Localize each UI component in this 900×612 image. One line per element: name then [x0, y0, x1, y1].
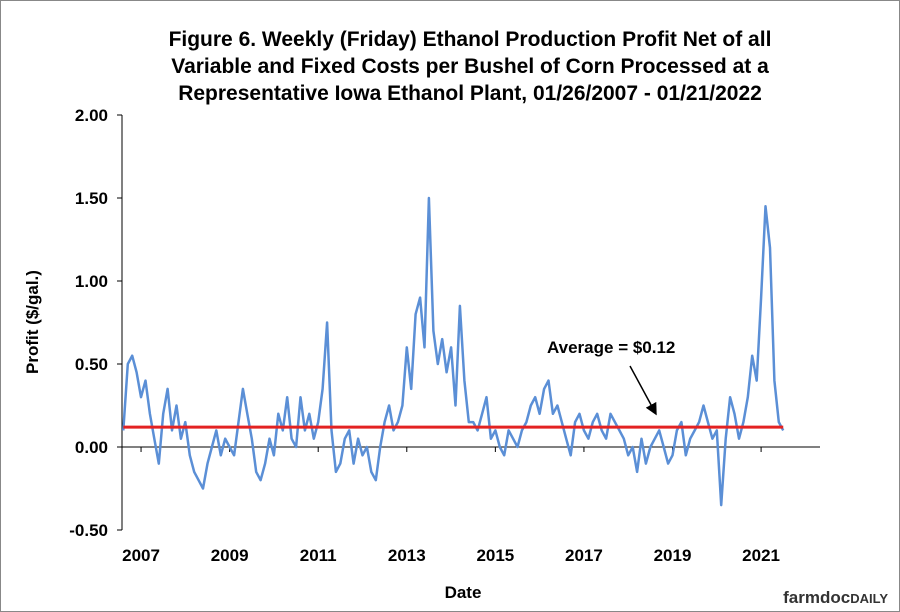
y-tick-label: -0.50: [69, 521, 108, 540]
y-tick-label: 0.00: [75, 438, 108, 457]
y-axis-label: Profit ($/gal.): [23, 270, 42, 374]
logo-part: DAILY: [850, 591, 888, 606]
logo-part: farmdoc: [783, 588, 850, 607]
x-tick-label: 2013: [388, 546, 426, 565]
x-tick-label: 2019: [654, 546, 692, 565]
x-tick-label: 2021: [742, 546, 780, 565]
chart-title: Figure 6. Weekly (Friday) Ethanol Produc…: [169, 28, 772, 51]
x-tick-label: 2007: [122, 546, 160, 565]
x-tick-label: 2011: [300, 546, 337, 565]
title-group: Figure 6. Weekly (Friday) Ethanol Produc…: [169, 28, 772, 105]
y-tick-label: 0.50: [75, 355, 108, 374]
logo: farmdocDAILY: [783, 588, 888, 607]
x-axis-label: Date: [445, 583, 482, 602]
data-line: [122, 196, 785, 507]
y-tick-label: 1.50: [75, 189, 108, 208]
x-tick-label: 2015: [476, 546, 514, 565]
y-tick-label: 1.00: [75, 272, 108, 291]
chart-title: Representative Iowa Ethanol Plant, 01/26…: [178, 82, 762, 105]
annotation-arrow: [629, 365, 657, 416]
x-tick-label: 2009: [211, 546, 249, 565]
y-tick-label: 2.00: [75, 106, 108, 125]
average-label: Average = $0.12: [547, 338, 675, 357]
x-tick-label: 2017: [565, 546, 603, 565]
chart-title: Variable and Fixed Costs per Bushel of C…: [171, 55, 769, 78]
